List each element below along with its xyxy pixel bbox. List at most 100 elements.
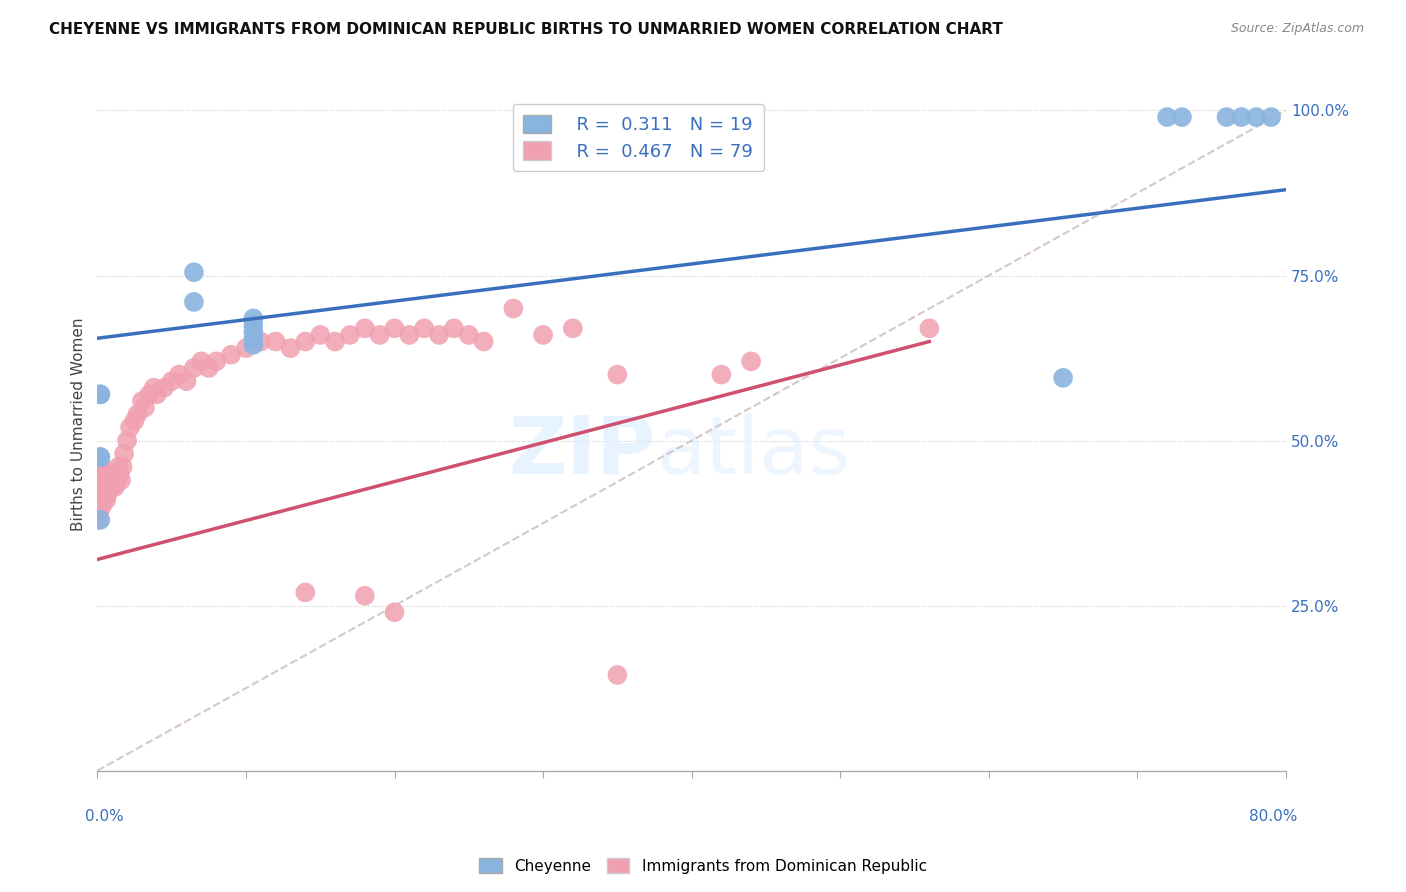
Point bbox=[249, 334, 271, 349]
Text: atlas: atlas bbox=[657, 413, 851, 491]
Text: Source: ZipAtlas.com: Source: ZipAtlas.com bbox=[1230, 22, 1364, 36]
Point bbox=[1171, 110, 1194, 124]
Point bbox=[1230, 110, 1253, 124]
Point bbox=[294, 334, 316, 349]
Point bbox=[96, 493, 118, 508]
Text: CHEYENNE VS IMMIGRANTS FROM DOMINICAN REPUBLIC BIRTHS TO UNMARRIED WOMEN CORRELA: CHEYENNE VS IMMIGRANTS FROM DOMINICAN RE… bbox=[49, 22, 1002, 37]
Point bbox=[87, 453, 110, 467]
Point bbox=[97, 473, 120, 487]
Point bbox=[398, 327, 420, 342]
Point bbox=[457, 327, 479, 342]
Point bbox=[183, 294, 205, 309]
Point bbox=[91, 480, 114, 494]
Point bbox=[1156, 110, 1178, 124]
Point bbox=[89, 387, 111, 401]
Point bbox=[89, 493, 111, 508]
Text: 80.0%: 80.0% bbox=[1250, 809, 1298, 824]
Point bbox=[153, 381, 176, 395]
Point bbox=[89, 513, 111, 527]
Point bbox=[87, 493, 110, 508]
Legend: Cheyenne, Immigrants from Dominican Republic: Cheyenne, Immigrants from Dominican Repu… bbox=[472, 852, 934, 880]
Point bbox=[353, 321, 375, 335]
Point bbox=[101, 467, 124, 481]
Point bbox=[160, 374, 183, 388]
Point bbox=[87, 506, 110, 520]
Point bbox=[183, 265, 205, 279]
Point bbox=[89, 473, 111, 487]
Point bbox=[235, 341, 257, 355]
Point bbox=[1260, 110, 1282, 124]
Point bbox=[323, 334, 346, 349]
Point bbox=[561, 321, 583, 335]
Point bbox=[97, 486, 120, 500]
Point bbox=[112, 447, 135, 461]
Point bbox=[183, 361, 205, 376]
Text: ZIP: ZIP bbox=[509, 413, 657, 491]
Point bbox=[107, 460, 129, 475]
Point bbox=[280, 341, 302, 355]
Point bbox=[368, 327, 391, 342]
Point bbox=[264, 334, 287, 349]
Point bbox=[472, 334, 495, 349]
Point bbox=[502, 301, 524, 316]
Point bbox=[294, 585, 316, 599]
Point bbox=[531, 327, 554, 342]
Point bbox=[197, 361, 219, 376]
Point bbox=[190, 354, 212, 368]
Point bbox=[90, 460, 112, 475]
Point bbox=[918, 321, 941, 335]
Point bbox=[94, 473, 117, 487]
Point bbox=[87, 486, 110, 500]
Point bbox=[167, 368, 190, 382]
Point bbox=[104, 480, 127, 494]
Point bbox=[176, 374, 198, 388]
Point bbox=[89, 450, 111, 464]
Point bbox=[90, 500, 112, 514]
Y-axis label: Births to Unmarried Women: Births to Unmarried Women bbox=[72, 318, 86, 531]
Point bbox=[118, 420, 141, 434]
Point bbox=[205, 354, 228, 368]
Point bbox=[339, 327, 361, 342]
Point bbox=[105, 473, 128, 487]
Point bbox=[1052, 371, 1074, 385]
Point bbox=[90, 486, 112, 500]
Point bbox=[89, 480, 111, 494]
Point bbox=[1244, 110, 1267, 124]
Point bbox=[94, 486, 117, 500]
Text: 0.0%: 0.0% bbox=[86, 809, 124, 824]
Point bbox=[427, 327, 450, 342]
Point bbox=[606, 668, 628, 682]
Point bbox=[103, 473, 125, 487]
Point bbox=[101, 480, 124, 494]
Point bbox=[115, 434, 138, 448]
Point bbox=[89, 450, 111, 464]
Point bbox=[87, 473, 110, 487]
Point bbox=[108, 467, 131, 481]
Point bbox=[242, 318, 264, 332]
Point bbox=[242, 338, 264, 352]
Point bbox=[87, 513, 110, 527]
Point bbox=[127, 407, 149, 421]
Legend:   R =  0.311   N = 19,   R =  0.467   N = 79: R = 0.311 N = 19, R = 0.467 N = 79 bbox=[513, 103, 763, 171]
Point bbox=[110, 473, 132, 487]
Point bbox=[740, 354, 762, 368]
Point bbox=[219, 348, 242, 362]
Point bbox=[90, 473, 112, 487]
Point bbox=[142, 381, 165, 395]
Point bbox=[413, 321, 436, 335]
Point bbox=[111, 460, 134, 475]
Point bbox=[96, 467, 118, 481]
Point bbox=[87, 500, 110, 514]
Point bbox=[91, 493, 114, 508]
Point bbox=[146, 387, 169, 401]
Point bbox=[134, 401, 156, 415]
Point bbox=[87, 460, 110, 475]
Point bbox=[87, 467, 110, 481]
Point bbox=[606, 368, 628, 382]
Point bbox=[138, 387, 160, 401]
Point bbox=[131, 394, 153, 409]
Point bbox=[124, 414, 146, 428]
Point bbox=[242, 311, 264, 326]
Point bbox=[242, 331, 264, 345]
Point bbox=[89, 387, 111, 401]
